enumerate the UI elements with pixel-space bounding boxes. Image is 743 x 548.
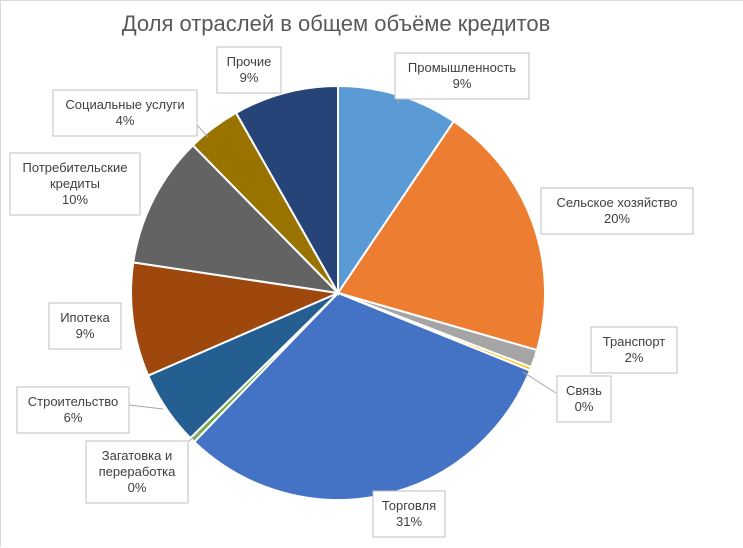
data-label-name: Загатовка и: [102, 448, 173, 463]
leader-line-10: [196, 124, 209, 138]
data-label-name: Транспорт: [603, 334, 666, 349]
data-label-box: [540, 187, 694, 235]
data-label-box: [9, 152, 141, 216]
data-label-box: [556, 375, 612, 423]
data-label-name: Связь: [566, 383, 602, 398]
data-label-value: 31%: [396, 514, 422, 529]
data-label-box: [85, 440, 189, 504]
leader-line-3: [524, 355, 536, 360]
data-label-value: 9%: [76, 326, 95, 341]
data-label-name: Строительство: [28, 394, 118, 409]
data-label-name: Торговля: [382, 498, 436, 513]
data-label-value: 9%: [453, 76, 472, 91]
data-label-value: 20%: [604, 211, 630, 226]
data-label-value: 10%: [62, 192, 88, 207]
data-label-value: 0%: [128, 480, 147, 495]
leader-line-1: [396, 100, 400, 106]
data-label-box: [372, 490, 446, 538]
data-label-name: Прочие: [227, 54, 272, 69]
data-label-value: 0%: [575, 399, 594, 414]
data-label-box: [48, 302, 122, 350]
leader-lines: [128, 100, 557, 442]
pie-slice-8: [130, 261, 342, 377]
data-label-name: Сельское хозяйство: [556, 195, 677, 210]
data-label-name: переработка: [99, 464, 177, 479]
leader-line-4: [522, 371, 557, 394]
data-label-value: 6%: [64, 410, 83, 425]
data-label-name: кредиты: [50, 176, 100, 191]
data-label-name: Промышленность: [408, 60, 516, 75]
pie-slice-9: [132, 143, 341, 295]
pie-slice-2: [336, 120, 546, 352]
data-label-box: [590, 326, 678, 374]
leader-line-7: [128, 404, 164, 410]
data-label-value: 2%: [625, 350, 644, 365]
data-label-box: [52, 89, 198, 137]
data-label-name: Социальные услуги: [65, 97, 184, 112]
data-label-box: [16, 386, 130, 434]
pie-slices: [130, 84, 546, 501]
chart-title: Доля отраслей в общем объёме кредитов: [121, 11, 551, 36]
data-label-name: Ипотека: [60, 310, 110, 325]
data-label-value: 9%: [240, 70, 259, 85]
data-label-box: [394, 52, 530, 100]
data-label-value: 4%: [116, 113, 135, 128]
data-label-box: [216, 46, 282, 94]
pie-slice-11: [234, 84, 339, 297]
leader-line-6: [188, 431, 201, 442]
data-label-name: Потребительские: [23, 160, 128, 175]
